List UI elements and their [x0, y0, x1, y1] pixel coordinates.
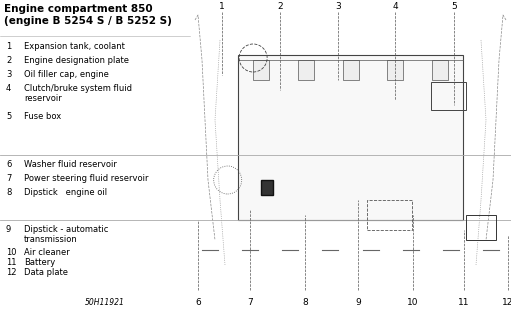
Text: 8: 8 [6, 188, 11, 197]
Text: 9: 9 [6, 225, 11, 234]
Text: 10: 10 [407, 298, 419, 307]
Text: Battery: Battery [24, 258, 55, 267]
Text: (engine B 5254 S / B 5252 S): (engine B 5254 S / B 5252 S) [4, 16, 172, 26]
Text: 10: 10 [6, 248, 16, 257]
Text: Data plate: Data plate [24, 268, 68, 277]
Bar [252, 60, 269, 80]
Text: 2: 2 [6, 56, 11, 65]
Text: 7: 7 [6, 174, 11, 183]
Text: 9: 9 [355, 298, 361, 307]
Text: Expansion tank, coolant: Expansion tank, coolant [24, 42, 125, 51]
Text: 12: 12 [502, 298, 511, 307]
Bar [466, 215, 496, 240]
Text: 11: 11 [458, 298, 470, 307]
Bar [387, 60, 404, 80]
Bar [261, 180, 273, 195]
Bar [432, 60, 448, 80]
Text: 11: 11 [6, 258, 16, 267]
Bar [238, 55, 463, 220]
Text: 5: 5 [6, 112, 11, 121]
Text: 3: 3 [335, 2, 341, 11]
Text: Oil filler cap, engine: Oil filler cap, engine [24, 70, 109, 79]
Text: Dipstick - automatic
transmission: Dipstick - automatic transmission [24, 225, 108, 244]
Text: 3: 3 [6, 70, 11, 79]
Text: 2: 2 [277, 2, 283, 11]
Text: 50H11921: 50H11921 [84, 298, 125, 307]
Text: Engine designation plate: Engine designation plate [24, 56, 129, 65]
Text: Power steering fluid reservoir: Power steering fluid reservoir [24, 174, 149, 183]
Text: 1: 1 [6, 42, 11, 51]
Text: Washer fluid reservoir: Washer fluid reservoir [24, 160, 117, 169]
Text: 7: 7 [247, 298, 253, 307]
Text: 5: 5 [451, 2, 457, 11]
Text: 4: 4 [6, 84, 11, 93]
Text: Clutch/bruke system fluid
reservoir: Clutch/bruke system fluid reservoir [24, 84, 132, 104]
Text: 8: 8 [302, 298, 308, 307]
Bar [297, 60, 314, 80]
Text: 4: 4 [392, 2, 398, 11]
Text: 6: 6 [6, 160, 11, 169]
Bar [431, 82, 466, 110]
Text: Dipstick   engine oil: Dipstick engine oil [24, 188, 107, 197]
Text: 12: 12 [6, 268, 16, 277]
Bar [366, 200, 411, 230]
Text: 1: 1 [219, 2, 225, 11]
Bar [190, 0, 511, 309]
Text: Engine compartment 850: Engine compartment 850 [4, 4, 153, 14]
Text: 6: 6 [195, 298, 201, 307]
Text: Air cleaner: Air cleaner [24, 248, 69, 257]
Text: Fuse box: Fuse box [24, 112, 61, 121]
Bar [342, 60, 359, 80]
